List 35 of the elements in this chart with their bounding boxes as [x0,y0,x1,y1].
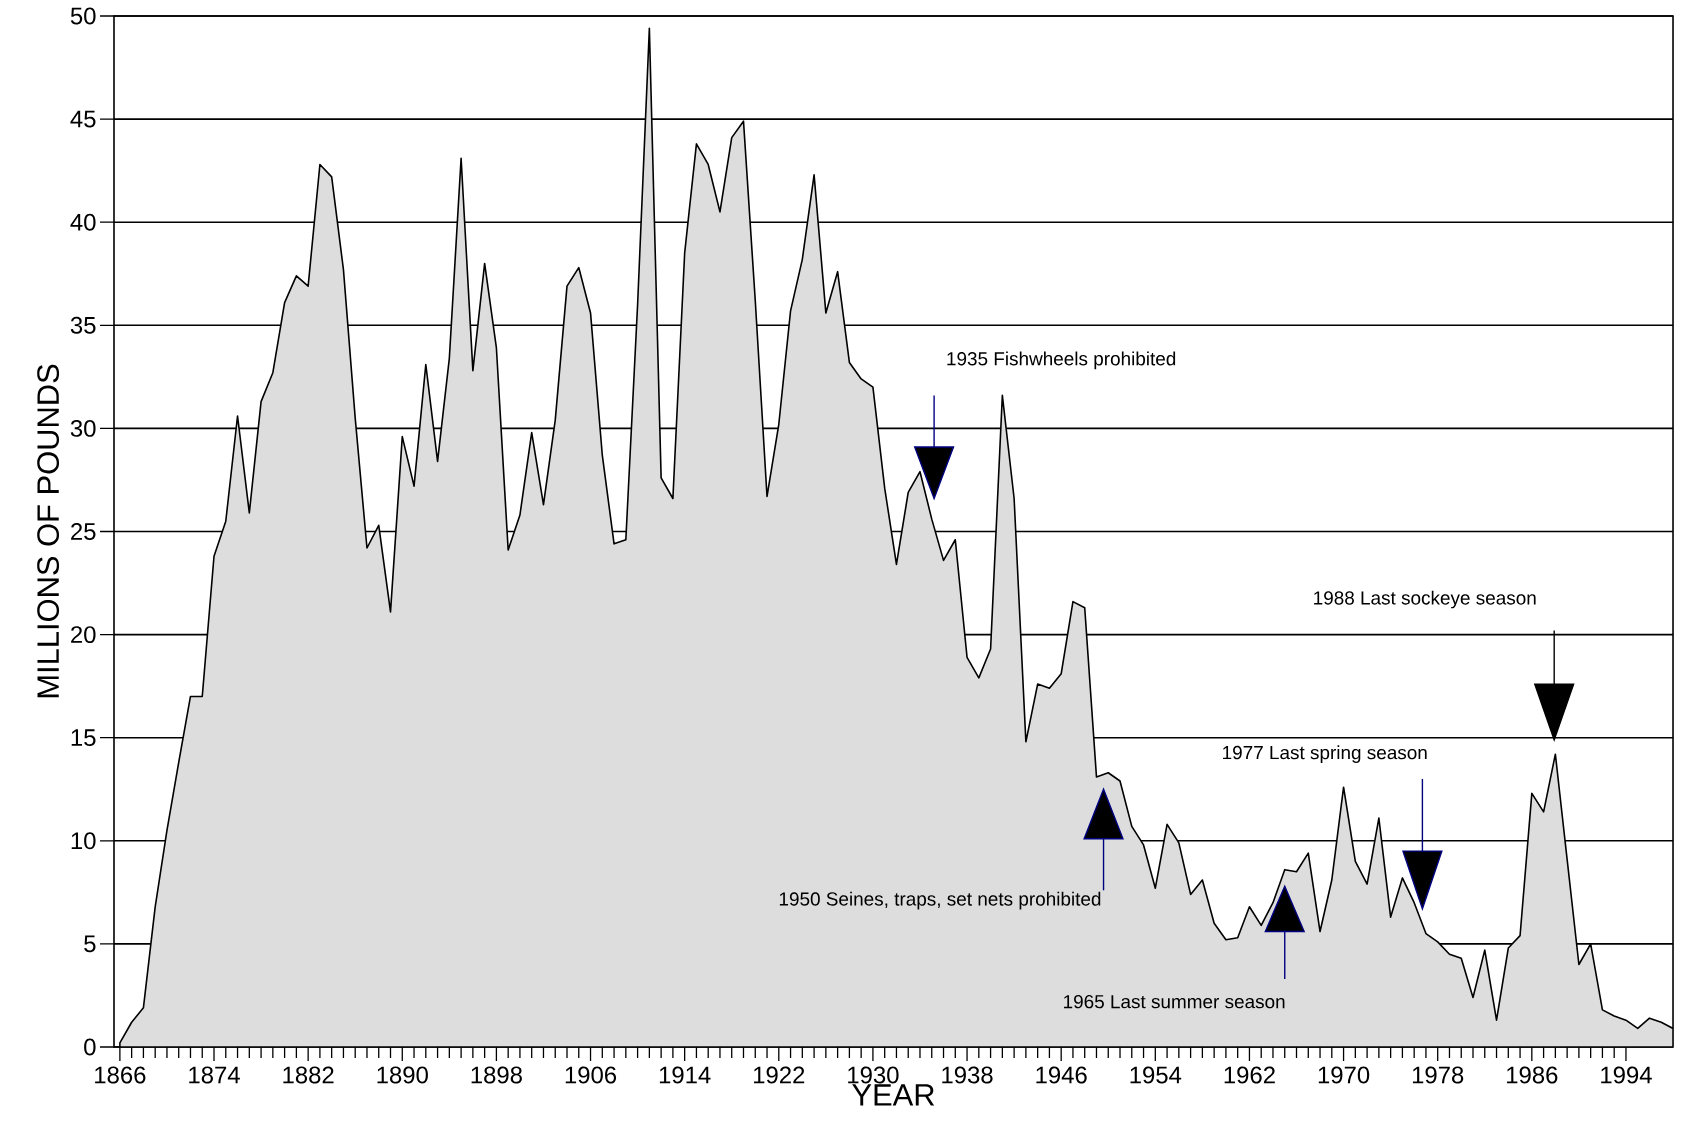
y-tick-label: 40 [70,213,96,231]
x-tick-label: 1978 [1412,1066,1464,1084]
x-tick-label: 1954 [1130,1066,1182,1084]
annotation: 1950 Seines, traps, set nets prohibited [779,891,1101,910]
y-tick-label: 0 [84,1038,96,1056]
x-tick-label: 1986 [1507,1066,1558,1084]
x-tick-label: 1890 [377,1066,428,1084]
annotation: 1977 Last spring season [1223,745,1427,764]
x-axis-title: YEAR [852,1084,935,1106]
y-tick-label: 15 [71,729,96,747]
x-tick-label: 1970 [1318,1066,1370,1084]
y-tick-label: 20 [71,626,96,644]
x-tick-label: 1994 [1601,1066,1652,1084]
x-tick-label: 1930 [848,1066,899,1084]
x-tick-label: 1962 [1224,1066,1275,1084]
x-tick-label: 1874 [189,1066,240,1084]
y-tick-label: 25 [71,523,96,540]
annotation: 1988 Last sockeye season [1314,590,1536,609]
x-tick-label: 1906 [565,1066,617,1084]
annotation: 1935 Fishwheels prohibited [947,351,1176,370]
x-tick-label: 1946 [1036,1066,1087,1084]
y-tick-label: 10 [71,832,96,850]
x-tick-label: 1922 [754,1066,805,1084]
y-tick-label: 35 [70,316,96,334]
annotation: 1965 Last summer season [1064,994,1285,1009]
x-tick-label: 1866 [95,1066,146,1084]
y-tick-label: 5 [84,935,96,953]
x-tick-label: 1882 [283,1066,334,1084]
y-tick-label: 30 [70,419,96,437]
x-tick-label: 1898 [471,1066,522,1084]
x-tick-label: 1938 [942,1066,993,1084]
y-tick-label: 50 [70,7,96,25]
y-tick-label: 45 [70,110,96,128]
y-axis-title: MILLIONS OF POUNDS [37,364,60,698]
x-tick-label: 1914 [659,1066,711,1084]
